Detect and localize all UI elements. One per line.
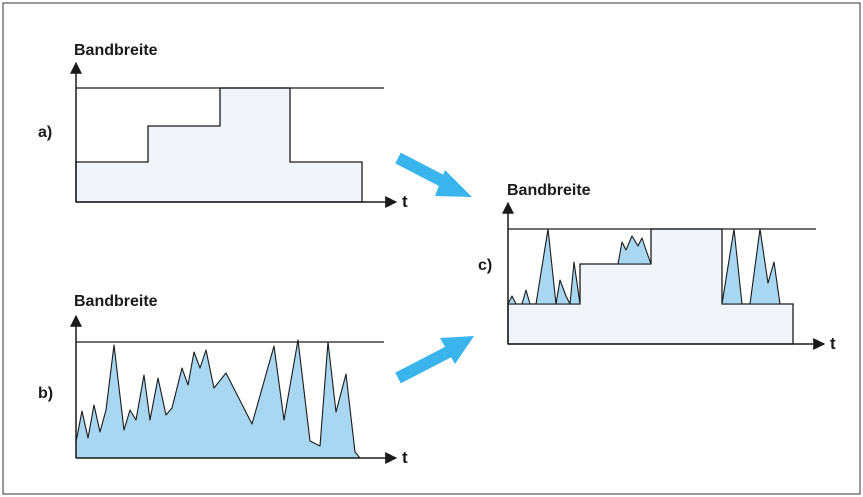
panel-c-burst-3 — [721, 228, 781, 305]
panel-a-xlabel: t — [402, 192, 408, 211]
panel-b-xlabel: t — [402, 448, 408, 467]
panel-c-label: c) — [478, 257, 492, 274]
panel-c-ylabel: Bandbreite — [507, 182, 591, 199]
arrow-a-to-c-head — [435, 170, 472, 197]
panel-a-ylabel: Bandbreite — [74, 42, 158, 59]
panel-a-label: a) — [38, 124, 52, 141]
panel-c-burst-2 — [617, 235, 652, 265]
transition-arrow-bottom — [395, 336, 474, 384]
panel-c-burst-1 — [507, 228, 581, 305]
panel-b: b) Bandbreite t — [38, 293, 408, 467]
arrow-b-to-c-head — [440, 336, 474, 364]
panel-b-label: b) — [38, 385, 53, 402]
panel-a: a) Bandbreite t — [38, 42, 408, 211]
panel-b-ylabel: Bandbreite — [74, 293, 158, 310]
transition-arrow-top — [395, 152, 472, 197]
panel-c: c) Bandbreite t — [478, 182, 836, 353]
arrow-b-to-c-shaft — [395, 342, 459, 384]
panel-c-xlabel: t — [830, 334, 836, 353]
panel-a-allocation-area — [75, 87, 363, 203]
panel-b-burst-traffic — [75, 339, 361, 459]
